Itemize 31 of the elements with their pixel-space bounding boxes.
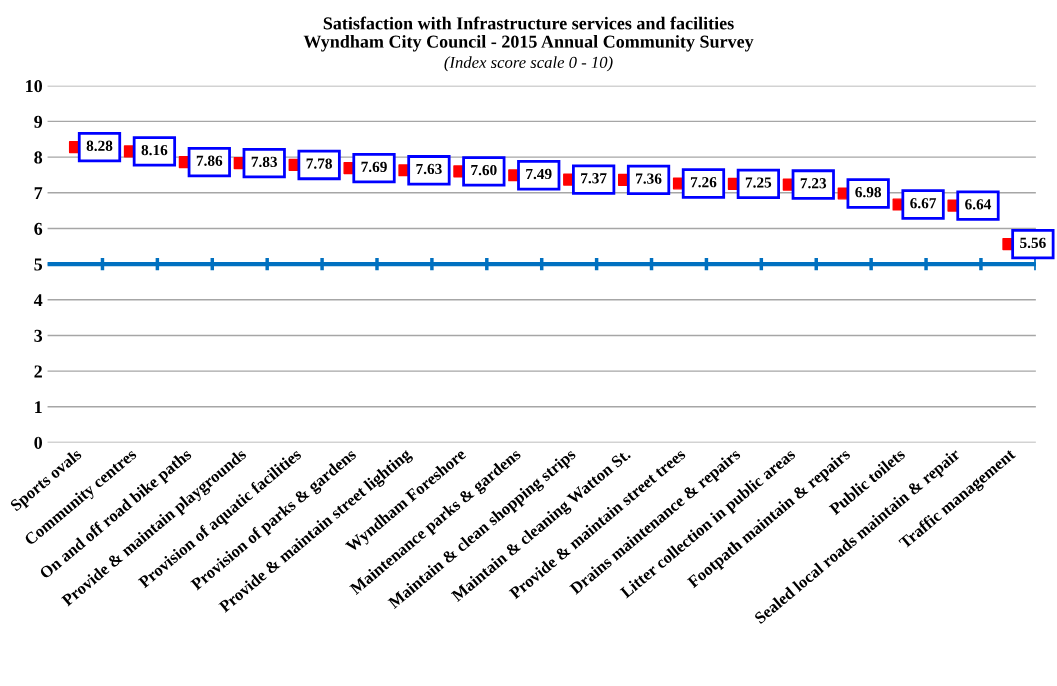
y-tick-label: 3 [34, 329, 43, 342]
y-tick-label: 0 [34, 436, 43, 449]
y-tick-label: 6 [34, 222, 43, 235]
data-label: 7.83 [251, 156, 278, 168]
data-label: 7.37 [581, 173, 607, 184]
data-label: 6.64 [965, 199, 992, 210]
data-label: 6.98 [855, 186, 882, 198]
data-label: 7.26 [690, 177, 717, 188]
y-tick-label: 10 [26, 80, 43, 93]
data-label: 7.36 [636, 173, 662, 184]
y-tick-label: 9 [34, 115, 43, 128]
data-label: 6.67 [910, 198, 937, 209]
data-label: 7.25 [745, 177, 772, 188]
chart-subtitle: (Index score scale 0 - 10) [444, 56, 613, 72]
y-tick-label: 1 [35, 401, 42, 414]
data-label: 7.63 [416, 163, 442, 175]
y-tick-label: 5 [34, 258, 43, 271]
data-label: 7.86 [196, 155, 223, 166]
data-label: 7.78 [306, 158, 332, 169]
chart-title: Satisfaction with Infrastructure services and facilities Wyndham City Council - 2015 Annual Community Survey [303, 16, 754, 52]
data-label: 8.16 [141, 144, 168, 156]
y-tick-label: 4 [33, 294, 43, 307]
y-tick-label: 8 [34, 151, 43, 164]
data-label: 7.49 [526, 168, 552, 180]
data-label: 8.28 [86, 140, 113, 151]
data-label: 7.23 [800, 178, 827, 189]
y-tick-label: 7 [34, 187, 43, 200]
y-tick-label: 2 [34, 365, 42, 378]
data-label: 5.56 [1020, 237, 1046, 249]
data-label: 7.69 [361, 161, 387, 173]
data-label: 7.60 [471, 164, 497, 176]
